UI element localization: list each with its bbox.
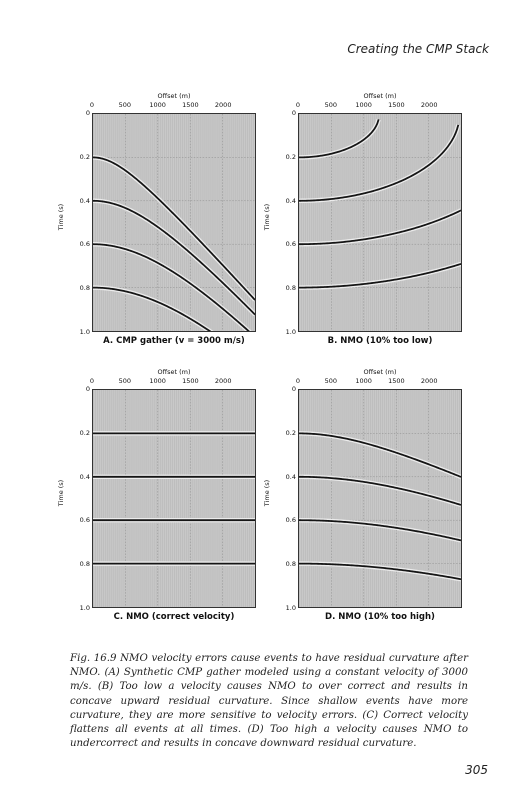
y-tick-labels: 0 0.2 0.4 0.6 0.8 1.0	[66, 109, 90, 336]
reflection-event-3	[93, 243, 250, 331]
seismic-panel-b: Offset (m) 0 500 1000 1500 2000 0 0.2 0.4 0.6 0.8 1…	[258, 92, 464, 352]
plot-area	[92, 113, 256, 332]
plot-area	[298, 113, 462, 332]
x-tick-label: 1500	[182, 101, 199, 109]
y-tick-labels: 0 0.2 0.4 0.6 0.8 1.0	[272, 109, 296, 336]
y-tick-label: 0.8	[79, 284, 90, 293]
seismic-plot	[93, 390, 255, 607]
page-number: 305	[465, 763, 488, 777]
seismic-panel-d: Offset (m) 0 500 1000 1500 2000 0 0.2 0.4 0.6 0.8 1…	[258, 368, 464, 628]
x-tick-label: 500	[324, 101, 338, 109]
y-tick-label: 0	[85, 385, 90, 393]
y-axis-title: Time (s)	[263, 203, 272, 231]
seismic-plot	[299, 114, 461, 331]
x-tick-label: 1500	[182, 377, 199, 385]
x-tick-labels: 0 500 1000 1500 2000	[295, 101, 462, 109]
plot-area	[298, 389, 462, 608]
y-tick-label: 0.4	[285, 196, 296, 205]
plot-area	[92, 389, 256, 608]
y-tick-label: 1.0	[79, 604, 90, 612]
seismic-plot	[299, 390, 461, 607]
x-tick-label: 500	[118, 101, 132, 109]
x-tick-label: 1000	[149, 377, 166, 385]
y-tick-label: 1.0	[285, 328, 296, 336]
y-tick-label: 0.2	[79, 428, 90, 437]
x-tick-label: 1500	[388, 101, 405, 109]
reflection-event-1	[299, 432, 461, 478]
y-axis-title: Time (s)	[57, 479, 66, 507]
y-tick-label: 0.4	[79, 472, 90, 481]
y-tick-label: 0	[85, 109, 90, 117]
x-tick-label: 0	[295, 101, 301, 109]
y-tick-label: 0.2	[79, 152, 90, 161]
y-tick-label: 0.6	[285, 240, 296, 249]
x-tick-labels: 0 500 1000 1500 2000	[89, 377, 256, 385]
x-axis-title: Offset (m)	[157, 368, 191, 376]
x-axis-title: Offset (m)	[157, 92, 191, 100]
panel-caption: C. NMO (correct velocity)	[113, 612, 235, 622]
y-axis-title: Time (s)	[57, 203, 66, 231]
y-tick-label: 1.0	[285, 604, 296, 612]
reflection-event-4	[299, 263, 461, 289]
x-tick-label: 0	[295, 377, 301, 385]
reflection-event-3	[299, 209, 461, 246]
figure-caption: Fig. 16.9 NMO velocity errors cause even…	[70, 653, 468, 750]
x-tick-label: 1500	[388, 377, 405, 385]
reflection-event-2	[299, 124, 460, 202]
y-tick-label: 0.4	[285, 472, 296, 481]
x-tick-label: 1000	[355, 101, 372, 109]
x-axis-title: Offset (m)	[363, 92, 397, 100]
y-axis-title: Time (s)	[263, 479, 272, 507]
x-tick-label: 2000	[214, 377, 232, 385]
seismic-plot	[93, 114, 255, 331]
y-tick-label: 0.2	[285, 152, 296, 161]
y-tick-label: 0.6	[79, 516, 90, 525]
y-tick-label: 1.0	[79, 328, 90, 336]
seismic-panel-a: Offset (m) 0 500 1000 1500 2000 0 0.2 0.4 0.6 0.8 1…	[52, 92, 258, 352]
y-tick-labels: 0 0.2 0.4 0.6 0.8 1.0	[66, 385, 90, 612]
x-tick-label: 1000	[149, 101, 166, 109]
panel-caption: B. NMO (10% too low)	[327, 336, 433, 346]
x-tick-labels: 0 500 1000 1500 2000	[89, 101, 256, 109]
y-tick-label: 0.2	[285, 428, 296, 437]
x-tick-label: 2000	[420, 101, 438, 109]
reflection-event-1	[299, 119, 380, 159]
reflection-event-4	[299, 562, 461, 581]
x-tick-label: 500	[324, 377, 338, 385]
reflection-event-3	[299, 519, 461, 542]
x-tick-labels: 0 500 1000 1500 2000	[295, 377, 462, 385]
x-tick-label: 2000	[214, 101, 232, 109]
y-tick-label: 0.6	[79, 240, 90, 249]
y-tick-label: 0	[291, 385, 296, 393]
x-tick-label: 0	[89, 101, 95, 109]
y-tick-label: 0	[291, 109, 296, 117]
panel-caption: D. NMO (10% too high)	[325, 612, 435, 622]
reflection-event-2	[93, 199, 255, 316]
running-header: Creating the CMP Stack	[347, 42, 489, 56]
x-axis-title: Offset (m)	[363, 368, 397, 376]
y-tick-label: 0.8	[79, 560, 90, 569]
x-tick-label: 2000	[420, 377, 438, 385]
x-tick-label: 500	[118, 377, 132, 385]
seismic-panel-c: Offset (m) 0 500 1000 1500 2000 0 0.2 0.4 0.6 0.8 1…	[52, 368, 258, 628]
reflection-event-2	[299, 475, 461, 506]
y-tick-label: 0.8	[285, 560, 296, 569]
y-tick-label: 0.4	[79, 196, 90, 205]
y-tick-label: 0.6	[285, 516, 296, 525]
x-tick-label: 0	[89, 377, 95, 385]
y-tick-labels: 0 0.2 0.4 0.6 0.8 1.0	[272, 385, 296, 612]
y-tick-label: 0.8	[285, 284, 296, 293]
x-tick-label: 1000	[355, 377, 372, 385]
reflection-event-4	[93, 286, 212, 331]
panel-caption: A. CMP gather (v = 3000 m/s)	[103, 336, 245, 346]
reflection-event-1	[93, 156, 255, 301]
